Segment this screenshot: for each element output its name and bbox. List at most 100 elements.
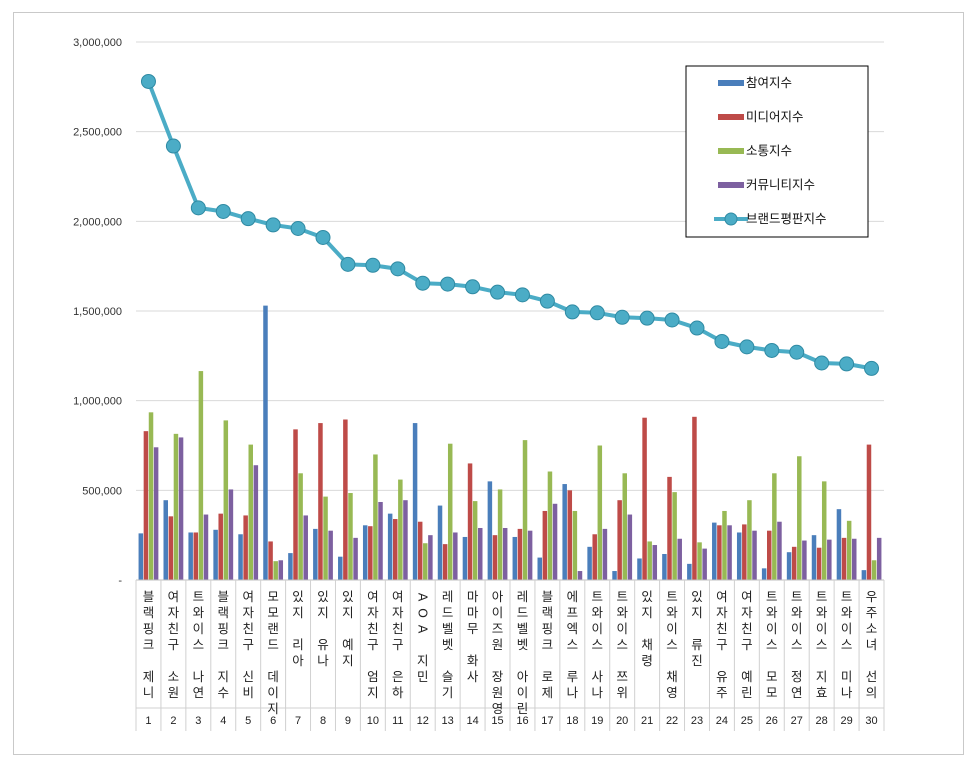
category-label: 소	[168, 669, 180, 684]
bar	[453, 532, 458, 580]
bar	[198, 371, 204, 580]
bar	[163, 500, 168, 580]
rank-label: 23	[691, 715, 703, 727]
line-point	[340, 256, 356, 272]
bar	[437, 505, 443, 580]
category-label: 루	[567, 669, 579, 684]
bar	[841, 537, 847, 580]
category-label: 영	[666, 685, 678, 700]
bar	[577, 571, 583, 580]
category-label: 있	[641, 589, 653, 604]
bar-series	[138, 305, 882, 580]
bar	[428, 535, 433, 580]
rank-label: 11	[392, 715, 403, 727]
bar	[602, 528, 608, 580]
category-label: 스	[791, 637, 803, 652]
category-label: 린	[741, 685, 753, 700]
rank-label: 30	[865, 715, 877, 727]
category-label: 지	[641, 605, 653, 620]
category-label: 와	[841, 605, 853, 620]
category-label: 신	[242, 669, 254, 684]
line-point	[639, 310, 655, 326]
bar	[761, 568, 767, 580]
legend-box	[685, 65, 869, 238]
line-point	[814, 355, 830, 371]
rank-label: 14	[466, 715, 478, 727]
line-point	[664, 312, 680, 328]
category-label: 드	[517, 605, 529, 620]
bar	[472, 501, 478, 580]
line-point	[440, 276, 456, 292]
category-label: 스	[592, 637, 604, 652]
category-label: 지	[292, 605, 304, 620]
category-label: 트	[193, 589, 205, 604]
bar	[462, 536, 468, 580]
category-label: 예	[342, 637, 354, 652]
legend-swatch	[718, 182, 744, 188]
bar	[572, 510, 578, 580]
category-label: 블	[218, 589, 230, 604]
bar	[318, 423, 323, 580]
category-label: 트	[766, 589, 778, 604]
chart-frame	[13, 12, 964, 755]
rank-label: 4	[220, 715, 226, 727]
category-label: 이	[492, 605, 504, 620]
category-label: 레	[517, 589, 529, 604]
bar	[263, 305, 268, 580]
category-label: 이	[766, 621, 778, 636]
bar	[143, 431, 149, 580]
bar	[821, 481, 827, 580]
y-axis: - 500,000 1,000,000 1,500,000 2,000,000 2,500…	[73, 37, 122, 587]
category-label: 자	[716, 605, 728, 620]
bar	[338, 556, 343, 580]
line-point	[689, 320, 705, 336]
category-label: 여	[716, 589, 728, 604]
category-label: 지	[218, 669, 230, 684]
category-label: 우	[866, 589, 878, 604]
category-label: 효	[816, 685, 828, 700]
bar	[612, 571, 617, 580]
category-label: 구	[367, 637, 379, 652]
bar	[587, 546, 592, 580]
category-label: 선	[866, 669, 878, 684]
category-label: 스	[766, 637, 778, 652]
bar	[168, 516, 174, 580]
line-point	[789, 344, 805, 360]
bar	[861, 570, 867, 580]
line-point	[714, 333, 730, 349]
bar	[662, 553, 667, 580]
category-label: 와	[193, 605, 205, 620]
category-label: 자	[367, 605, 379, 620]
bar	[697, 542, 702, 580]
category-label: 영	[492, 701, 504, 716]
bar	[138, 533, 144, 580]
bar	[193, 532, 199, 580]
category-label: 크	[218, 637, 230, 652]
line-point	[614, 309, 630, 325]
y-tick-label: 1,000,000	[73, 396, 122, 408]
category-label: 트	[816, 589, 828, 604]
rank-label: 25	[741, 715, 753, 727]
bar	[442, 544, 448, 580]
bar	[398, 479, 403, 580]
bar	[811, 535, 817, 580]
legend-swatch	[718, 80, 744, 86]
bar	[567, 490, 573, 580]
legend-swatch-marker	[724, 212, 738, 226]
category-label: 친	[242, 621, 254, 636]
bar	[637, 558, 642, 580]
category-label: 드	[267, 637, 279, 652]
y-tick-label: -	[118, 575, 122, 587]
bar	[727, 525, 732, 580]
bar	[423, 543, 428, 580]
line-point	[465, 279, 481, 295]
bar	[712, 522, 717, 580]
category-label: 있	[342, 589, 354, 604]
category-label: 친	[716, 621, 728, 636]
category-label: 주	[866, 605, 878, 620]
category-label: 나	[841, 685, 853, 700]
category-label: 스	[616, 637, 628, 652]
category-label: 자	[392, 605, 404, 620]
rank-label: 26	[766, 715, 778, 727]
